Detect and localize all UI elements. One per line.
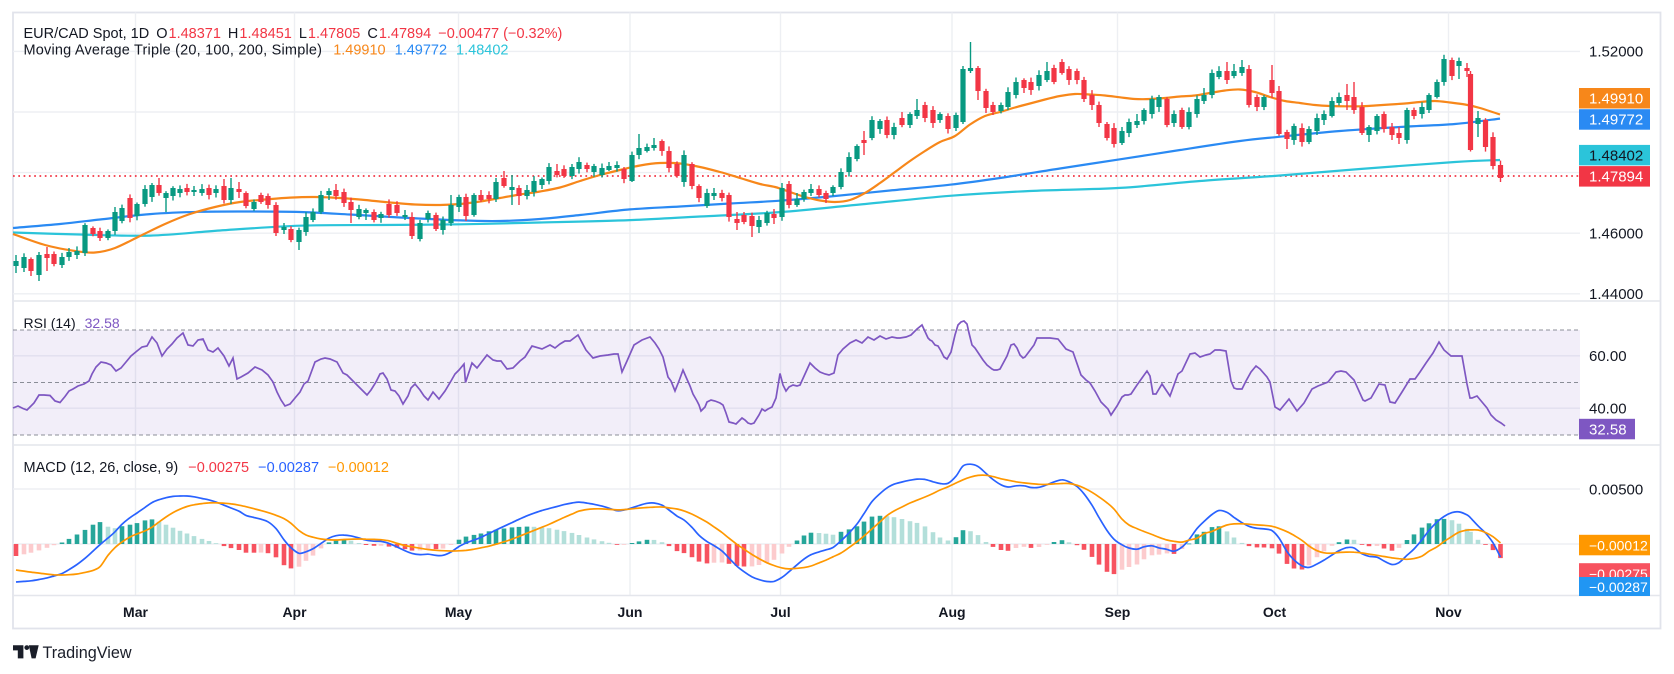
svg-text:0.00500: 0.00500 xyxy=(1589,481,1643,498)
svg-text:Mar: Mar xyxy=(123,604,148,620)
svg-text:MACD (12, 26, close, 9)−0.0027: MACD (12, 26, close, 9) −0.00275 −0.00287−… xyxy=(24,460,389,476)
svg-text:Aug: Aug xyxy=(938,604,965,620)
svg-text:1.52000: 1.52000 xyxy=(1589,44,1643,61)
svg-text:Sep: Sep xyxy=(1105,604,1131,620)
svg-text:1.48402: 1.48402 xyxy=(1589,148,1643,165)
svg-text:40.00: 40.00 xyxy=(1589,401,1627,418)
svg-text:May: May xyxy=(445,604,472,620)
svg-text:1.47894: 1.47894 xyxy=(1589,169,1643,186)
svg-text:32.58: 32.58 xyxy=(1589,421,1627,438)
svg-text:−0.00012: −0.00012 xyxy=(1589,537,1648,553)
svg-text:−0.00287: −0.00287 xyxy=(1589,579,1648,595)
svg-text:Moving Average Triple (20, 100: Moving Average Triple (20, 100, 200, Sim… xyxy=(24,43,509,59)
svg-text:RSI (14)32.58: RSI (14) 32.58 xyxy=(24,315,120,331)
svg-text:1.49910: 1.49910 xyxy=(1589,91,1643,108)
svg-text:1.49772: 1.49772 xyxy=(1589,112,1643,129)
svg-text:TradingView: TradingView xyxy=(43,644,132,662)
svg-text:Apr: Apr xyxy=(282,604,307,620)
svg-text:1.44000: 1.44000 xyxy=(1589,286,1643,303)
svg-text:60.00: 60.00 xyxy=(1589,348,1627,365)
svg-text:Jun: Jun xyxy=(618,604,643,620)
svg-text:1.46000: 1.46000 xyxy=(1589,226,1643,243)
svg-text:Nov: Nov xyxy=(1435,604,1462,620)
svg-text:Jul: Jul xyxy=(770,604,790,620)
svg-text:Oct: Oct xyxy=(1263,604,1287,620)
